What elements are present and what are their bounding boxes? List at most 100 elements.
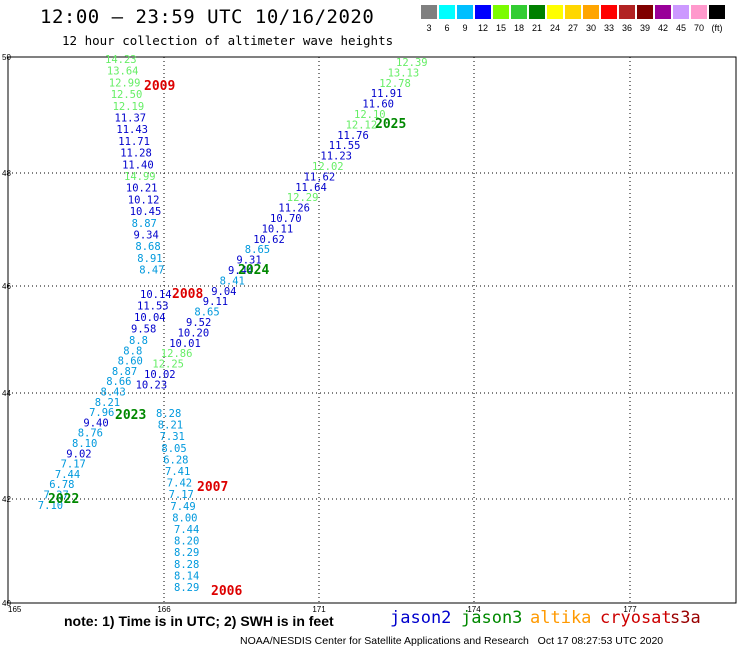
wave-height-reading: 8.43 (101, 387, 126, 399)
scale-swatch (601, 5, 617, 19)
wave-height-reading: 7.17 (61, 459, 86, 471)
scale-label: 9 (462, 23, 468, 33)
wave-height-reading: 10.45 (130, 206, 162, 218)
footer: NOAA/NESDIS Center for Satellite Applica… (240, 635, 663, 647)
wave-height-reading: 8.21 (158, 420, 183, 432)
wave-height-reading: 11.37 (115, 113, 147, 125)
wave-height-reading: 8.05 (161, 443, 186, 455)
wave-height-reading: 7.96 (89, 407, 114, 419)
wave-height-reading: 12.19 (113, 101, 145, 113)
scale-swatch (547, 5, 563, 19)
wave-height-reading: 8.66 (106, 376, 131, 388)
wave-height-reading: 9.04 (211, 286, 236, 298)
scale-label: (ft) (711, 23, 723, 33)
wave-height-reading: 11.40 (122, 159, 154, 171)
wave-height-reading: 8.47 (139, 265, 164, 277)
scale-swatch (421, 5, 437, 19)
wave-height-reading: 8.91 (137, 253, 162, 265)
wave-height-reading: 8.10 (72, 438, 97, 450)
lon-label: 166 (157, 605, 171, 614)
wave-height-reading: 11.23 (320, 151, 352, 163)
wave-height-reading: 10.20 (178, 327, 210, 339)
scale-label: 12 (477, 23, 488, 33)
scale-swatch (565, 5, 581, 19)
scale-label: 33 (603, 23, 614, 33)
wave-height-reading: 12.02 (312, 161, 344, 173)
wave-height-reading: 11.64 (295, 182, 327, 194)
wave-height-reading: 12.29 (287, 192, 319, 204)
satellite-altika: altika (530, 608, 592, 628)
wave-height-reading: 14.23 (105, 54, 137, 66)
wave-height-reading: 12.50 (111, 89, 143, 101)
wave-height-reading: 7.41 (165, 466, 190, 478)
scale-label: 24 (549, 23, 560, 33)
satellite-cryosat: cryosat (600, 608, 672, 628)
wave-height-reading: 9.52 (186, 317, 211, 329)
wave-height-reading: 8.65 (245, 244, 270, 256)
wave-height-reading: 11.43 (116, 124, 148, 136)
lon-label: 174 (467, 605, 481, 614)
wave-height-reading: 7.42 (167, 478, 192, 490)
scale-swatch (475, 5, 491, 19)
footer-timestamp: Oct 17 08:27:53 UTC 2020 (537, 635, 664, 647)
scale-label: 27 (567, 23, 578, 33)
wave-height-reading: 8.28 (156, 408, 181, 420)
scale-swatch (619, 5, 635, 19)
wave-height-reading: 8.41 (220, 275, 245, 287)
lat-label: 42 (2, 495, 11, 504)
time-label: 2007 (197, 480, 228, 495)
wave-height-reading: 8.00 (172, 512, 197, 524)
wave-height-reading: 8.87 (112, 366, 137, 378)
wave-height-reading: 8.8 (123, 345, 142, 357)
wave-height-reading: 9.44 (228, 265, 253, 277)
wave-height-reading: 9.31 (236, 255, 261, 267)
wave-height-reading: 8.20 (174, 536, 199, 548)
wave-height-reading: 11.60 (362, 99, 394, 111)
wave-height-reading: 9.02 (66, 448, 91, 460)
wave-height-reading: 8.29 (174, 547, 199, 559)
wave-height-reading: 10.12 (128, 194, 160, 206)
wave-height-reading: 6.78 (49, 479, 74, 491)
satellite-jason2: jason2 (390, 608, 452, 628)
scale-swatch (691, 5, 707, 19)
scale-swatch (583, 5, 599, 19)
scale-label: 6 (444, 23, 450, 33)
wave-height-reading: 11.26 (278, 203, 310, 215)
wave-height-reading: 11.55 (329, 140, 361, 152)
lon-label: 165 (8, 605, 22, 614)
time-label: 2025 (375, 117, 406, 132)
wave-height-reading: 8.14 (174, 570, 199, 582)
wave-height-reading: 7.49 (170, 501, 195, 513)
lat-label: 44 (2, 389, 11, 398)
scale-label: 18 (513, 23, 524, 33)
wave-height-reading: 11.53 (137, 301, 169, 313)
wave-height-reading: 13.64 (107, 66, 139, 78)
scale-swatch (673, 5, 689, 19)
scale-swatch (439, 5, 455, 19)
scale-label: 15 (495, 23, 506, 33)
page-subtitle: 12 hour collection of altimeter wave hei… (62, 33, 394, 48)
scale-swatch (493, 5, 509, 19)
wave-height-reading: 10.21 (126, 183, 158, 195)
wave-height-reading: 10.11 (262, 223, 294, 235)
wave-height-reading: 10.04 (134, 312, 166, 324)
wave-height-reading: 10.14 (140, 289, 172, 301)
scale-swatch (637, 5, 653, 19)
scale-label: 36 (621, 23, 632, 33)
lon-label: 177 (623, 605, 637, 614)
wave-height-reading: 11.62 (304, 171, 336, 183)
wave-height-reading: 12.86 (161, 348, 193, 360)
wave-height-reading: 10.23 (136, 379, 168, 391)
wave-height-reading: 7.44 (174, 524, 199, 536)
lat-label: 50 (2, 53, 11, 62)
satellite-jason3: jason3 (461, 608, 523, 628)
time-label: 2009 (144, 79, 175, 94)
time-label: 2023 (115, 408, 146, 423)
wave-height-reading: 8.8 (129, 335, 148, 347)
wave-height-reading: 6.28 (163, 454, 188, 466)
scale-swatch (511, 5, 527, 19)
lat-label: 46 (2, 282, 11, 291)
scale-swatch (529, 5, 545, 19)
